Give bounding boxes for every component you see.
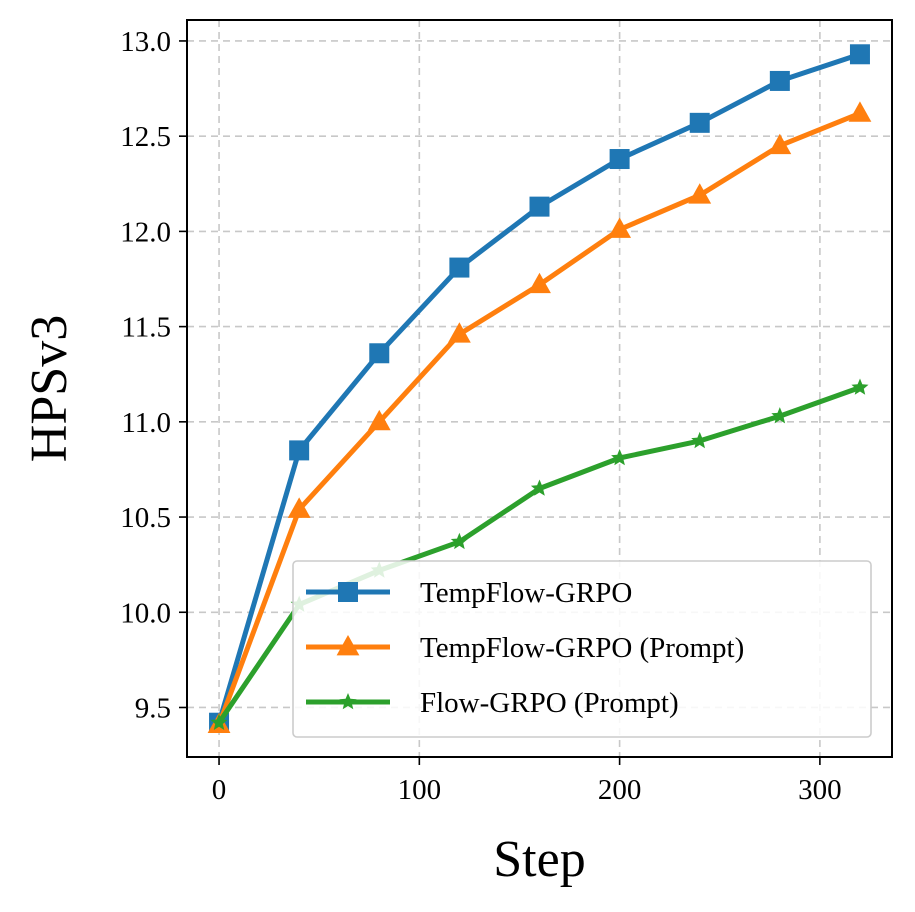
tick-layer: 0 100 200 300 9.5 10.0 10.5 11.0 11.5 12.0 12.5 13.… [120,26,841,806]
data-point [369,343,390,364]
legend-label: TempFlow-GRPO (Prompt) [420,632,744,664]
y-tick-label: 13.0 [120,26,171,58]
data-point [849,44,870,65]
x-tick-label: 0 [212,774,227,806]
data-point [287,497,311,518]
series-layer [207,44,872,734]
series-1 [207,101,872,734]
data-point [289,440,310,461]
data-point [528,272,551,294]
legend-marker [338,582,358,602]
legend: TempFlow-GRPO TempFlow-GRPO (Prompt) Flow-… [292,560,872,738]
data-point [851,378,869,395]
legend-item: Flow-GRPO (Prompt) [306,687,679,719]
x-tick-label: 300 [798,774,842,806]
y-tick-label: 10.5 [120,502,171,534]
x-tick-label: 200 [598,774,642,806]
x-axis-title: Step [493,831,585,888]
data-point [771,407,789,424]
data-point [689,112,710,133]
x-tick-label: 100 [398,774,442,806]
data-point [609,149,630,170]
y-tick-label: 11.0 [121,407,171,439]
data-point [367,409,391,431]
legend-item: TempFlow-GRPO [306,577,632,609]
data-point [210,713,228,730]
y-tick-label: 9.5 [135,692,171,724]
legend-item: TempFlow-GRPO (Prompt) [306,632,744,664]
data-point [768,133,792,155]
data-point [848,101,872,122]
data-point [529,196,550,217]
data-point [769,70,790,91]
data-point [608,217,632,238]
data-point [691,431,709,449]
plot-frame [186,19,893,758]
data-point [611,449,629,466]
series-0 [209,44,870,733]
y-tick-label: 12.5 [120,121,171,153]
data-point [688,183,712,204]
legend-marker [339,693,357,710]
y-tick-label: 12.0 [120,216,171,248]
data-point [530,479,549,496]
y-tick-label: 11.5 [121,312,171,344]
legend-label: Flow-GRPO (Prompt) [420,687,679,719]
y-tick-label: 10.0 [120,597,171,629]
legend-marker [336,635,360,656]
legend-box [292,560,872,738]
data-point [447,322,471,343]
data-point [449,257,470,278]
y-axis-title: HPSv3 [21,315,78,462]
legend-label: TempFlow-GRPO [420,577,632,609]
data-point [450,532,468,550]
